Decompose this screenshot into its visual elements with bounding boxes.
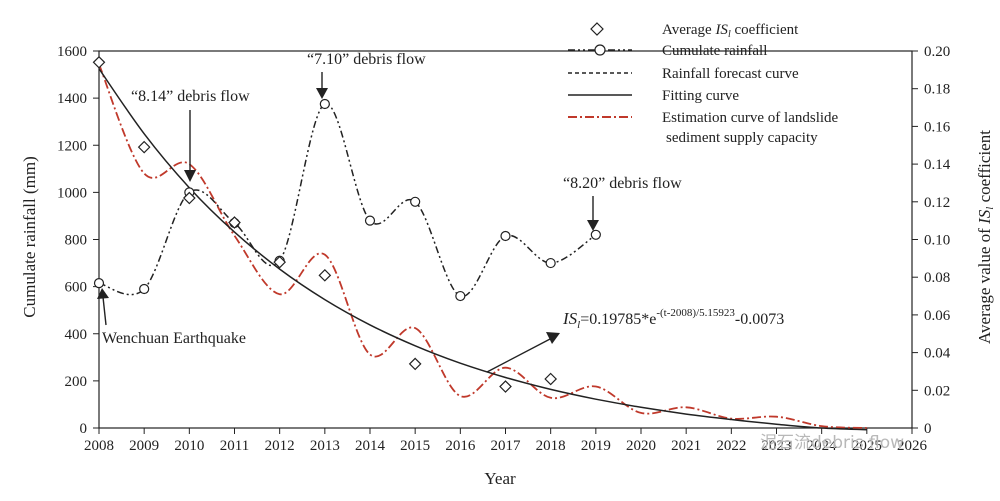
average-isl-point	[92, 55, 106, 69]
x-tick-label: 2018	[536, 438, 566, 454]
y2-tick-label: 0.02	[924, 383, 950, 399]
x-tick-label: 2012	[265, 438, 295, 454]
x-tick-label: 2025	[852, 438, 882, 454]
rainfall-point	[319, 98, 330, 110]
series-layer	[92, 55, 867, 431]
y-tick-label: 1000	[57, 185, 87, 201]
x-tick-label: 2026	[897, 438, 928, 454]
y-tick-label: 1600	[57, 44, 87, 60]
x-tick-label: 2010	[174, 438, 204, 454]
rainfall-point	[545, 257, 556, 269]
annotation-820-arrowhead	[587, 220, 599, 231]
x-tick-label: 2014	[355, 438, 386, 454]
rainfall-point	[364, 215, 376, 226]
y2-tick-label: 0	[924, 421, 932, 437]
fitting-formula-arrowhead	[546, 332, 560, 344]
y-tick-label: 1400	[57, 91, 87, 107]
rainfall-point	[590, 229, 601, 240]
y-tick-label: 600	[65, 280, 88, 296]
average-isl-point	[408, 357, 422, 371]
y2-tick-label: 0.08	[924, 270, 950, 286]
y-tick-label: 200	[65, 374, 88, 390]
x-tick-label: 2022	[716, 438, 746, 454]
x-tick-label: 2011	[220, 438, 249, 454]
annotation-710-arrowhead	[316, 88, 328, 99]
legend-label-forecast: Rainfall forecast curve	[662, 66, 799, 82]
rainfall-point	[93, 277, 105, 289]
y-axis-title: Cumulate rainfall (mm)	[20, 156, 39, 317]
legend-rainfall-marker	[594, 44, 606, 56]
y-tick-label: 0	[80, 421, 88, 437]
series-rainfall-line	[98, 103, 597, 297]
series-fitting-line	[98, 68, 867, 431]
rainfall-point	[139, 283, 150, 295]
x-tick-label: 2021	[671, 438, 701, 454]
rainfall-point	[410, 196, 421, 207]
y2-axis-title: Average value of ISl coefficient	[975, 130, 996, 344]
legend-label-fitting: Fitting curve	[662, 88, 739, 104]
y2-tick-label: 0.20	[924, 44, 950, 60]
x-tick-label: 2020	[626, 438, 656, 454]
legend-label-rainfall: Cumulate rainfall	[662, 43, 767, 59]
watermark: 泥石流debris flow	[760, 433, 904, 453]
x-tick-label: 2009	[129, 438, 159, 454]
y2-tick-label: 0.06	[924, 308, 951, 324]
x-tick-label: 2008	[84, 438, 114, 454]
y2-tick-label: 0.10	[924, 233, 950, 249]
fitting-formula-arrow	[486, 337, 553, 373]
average-isl-point	[228, 216, 241, 229]
annotation-wenchuan: Wenchuan Earthquake	[102, 330, 246, 347]
rainfall-point	[500, 230, 511, 242]
x-tick-label: 2024	[807, 438, 838, 454]
annotations: “8.14” debris flow “7.10” debris flow “8…	[97, 51, 784, 373]
y-tick-label: 400	[65, 327, 88, 343]
y2-tick-label: 0.12	[924, 195, 950, 211]
average-isl-point	[182, 191, 196, 205]
x-tick-label: 2015	[400, 438, 430, 454]
axes: 2008 2009 2010 2011 2012 2013 2014 2015 2016 2017…	[57, 44, 951, 454]
x-axis-title: Year	[484, 469, 516, 488]
average-isl-point	[499, 380, 512, 393]
x-tick-label: 2019	[581, 438, 611, 454]
legend-diamond-marker	[590, 22, 604, 36]
average-isl-point	[318, 268, 332, 282]
legend-label-average: Average ISl coefficient	[662, 22, 799, 40]
annotation-814-arrowhead	[184, 170, 196, 182]
x-tick-label: 2016	[445, 438, 476, 454]
annotation-814: “8.14” debris flow	[131, 88, 250, 105]
fitting-formula: ISl=0.19785*e-(t-2008)/5.15923-0.0073	[562, 307, 784, 331]
rainfall-point	[455, 290, 466, 302]
annotation-wenchuan-arrow	[102, 296, 107, 326]
x-tick-label: 2017	[491, 438, 522, 454]
average-isl-point	[137, 140, 151, 154]
average-isl-point	[273, 255, 287, 269]
series-estimation-line	[98, 63, 867, 429]
legend: Average ISl coefficient Cumulate rainfal…	[568, 22, 839, 146]
legend-label-estimation-2: sediment supply capacity	[666, 130, 818, 146]
annotation-wenchuan-arrowhead	[97, 288, 109, 299]
y2-tick-label: 0.18	[924, 82, 950, 98]
y-tick-label: 1200	[57, 138, 87, 154]
average-isl-point	[544, 372, 558, 386]
annotation-820: “8.20” debris flow	[563, 175, 682, 192]
x-tick-label: 2013	[310, 438, 340, 454]
legend-label-estimation-1: Estimation curve of landslide	[662, 110, 839, 126]
y-tick-label: 800	[65, 233, 88, 249]
annotation-710: “7.10” debris flow	[307, 51, 426, 68]
y2-tick-label: 0.14	[924, 157, 951, 173]
y2-tick-label: 0.04	[924, 346, 951, 362]
x-tick-label: 2023	[762, 438, 792, 454]
y2-tick-label: 0.16	[924, 119, 951, 135]
